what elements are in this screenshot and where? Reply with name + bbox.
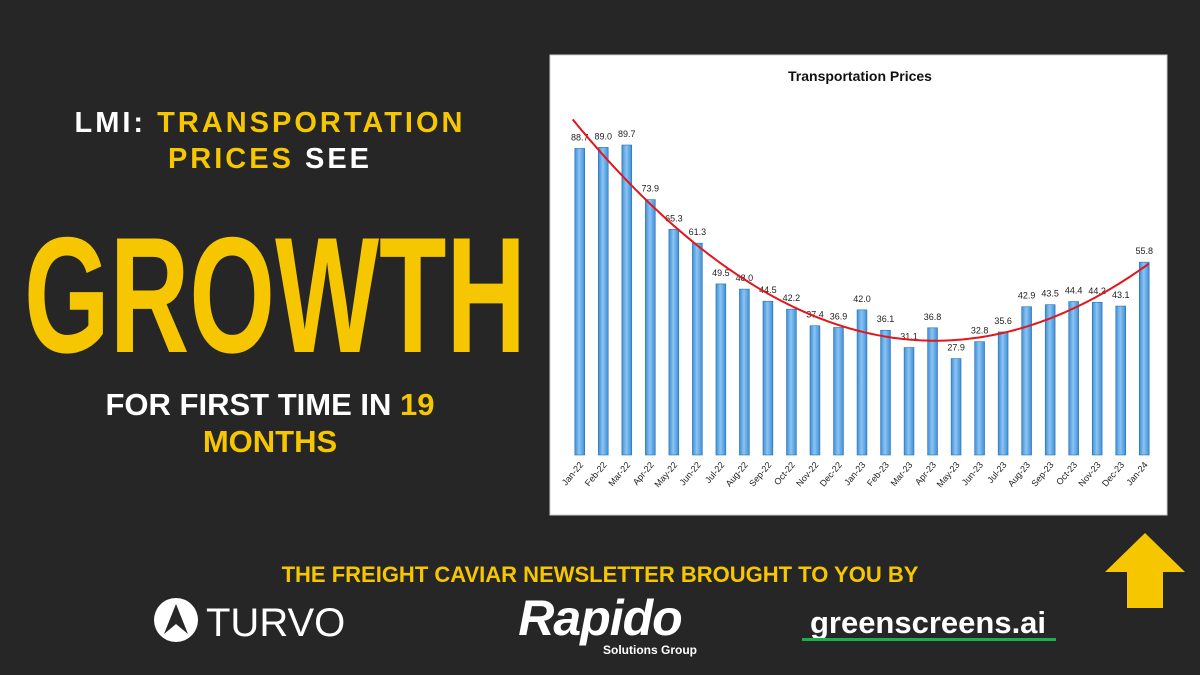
data-label: 55.8: [1135, 246, 1153, 256]
data-label: 49.5: [712, 268, 730, 278]
turvo-glyph: [164, 604, 188, 634]
subline: FOR FIRST TIME IN: [106, 387, 392, 422]
bar: [1139, 261, 1150, 456]
headline-line-1: LMI: TRANSPORTATION: [74, 107, 465, 139]
bar: [1091, 301, 1103, 456]
bar: [574, 148, 585, 456]
data-label: 36.1: [877, 314, 895, 324]
data-label: 43.5: [1041, 289, 1059, 299]
bar: [903, 347, 915, 456]
headline-tail: SEE: [305, 143, 372, 175]
bar: [880, 329, 891, 456]
data-label: 73.9: [642, 184, 660, 194]
sponsor: TURVO: [206, 601, 345, 645]
data-label: 65.3: [665, 213, 683, 223]
data-label: 44.4: [1065, 286, 1083, 296]
data-label: 88.7: [571, 132, 589, 142]
data-label: 44.2: [1088, 286, 1106, 296]
data-label: 89.0: [595, 131, 613, 141]
data-label: 42.2: [783, 293, 801, 303]
headline-main: GROWTH: [24, 203, 526, 387]
bar: [1021, 306, 1032, 456]
sponsor: greenscreens.ai: [810, 605, 1046, 640]
bar: [974, 341, 985, 456]
up-arrow: [1105, 533, 1185, 608]
data-label: 35.6: [994, 316, 1012, 326]
data-label: 42.0: [853, 294, 871, 304]
data-label: 36.8: [924, 312, 942, 322]
headline-highlight: PRICES: [168, 143, 294, 175]
bar: [927, 327, 938, 456]
bar: [621, 144, 633, 456]
footer-text: THE FREIGHT CAVIAR NEWSLETTER BROUGHT TO…: [282, 562, 919, 587]
bar: [1115, 305, 1126, 456]
subline-2: MONTHS: [203, 424, 337, 459]
data-label: 31.1: [900, 332, 918, 342]
headline-line-2: PRICES SEE: [168, 143, 372, 175]
data-label: 27.9: [947, 343, 965, 353]
bar: [739, 288, 750, 456]
data-label: 32.8: [971, 326, 989, 336]
bar: [1068, 301, 1079, 456]
bar: [715, 283, 727, 456]
sponsor-subtitle: Solutions Group: [603, 643, 697, 657]
data-label: 61.3: [689, 227, 707, 237]
data-label: 36.9: [830, 311, 848, 321]
sponsor-underline: [802, 638, 1056, 641]
headline-highlight: TRANSPORTATION: [157, 107, 465, 139]
bar: [668, 229, 680, 456]
bar: [786, 308, 797, 456]
sponsor: Rapido: [518, 590, 681, 646]
data-label: 43.1: [1112, 290, 1130, 300]
headline-lead: LMI:: [74, 107, 146, 139]
data-label: 89.7: [618, 129, 636, 139]
bar: [645, 199, 656, 456]
bar: [762, 300, 774, 456]
bar: [997, 331, 1009, 456]
subline-highlight: 19: [400, 387, 434, 422]
data-label: 42.9: [1018, 291, 1036, 301]
turvo-logo: TURVO: [154, 598, 345, 645]
data-label: 48.0: [736, 273, 754, 283]
bar: [598, 147, 609, 456]
bar: [1044, 304, 1056, 456]
bar: [856, 309, 868, 456]
data-label: 37.4: [806, 310, 824, 320]
trendline: [571, 118, 1150, 342]
data-label: 44.5: [759, 285, 777, 295]
chart-title: Transportation Prices: [788, 68, 932, 84]
subline-1: FOR FIRST TIME IN 19: [106, 387, 435, 422]
bar: [692, 242, 703, 456]
bar: [950, 358, 962, 456]
bar: [809, 325, 821, 456]
bar: [833, 327, 844, 456]
